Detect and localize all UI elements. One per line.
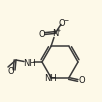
Text: NH: NH [45,74,57,83]
Text: NH: NH [23,59,35,68]
Text: O: O [39,30,45,39]
Text: +: + [57,28,61,33]
Text: −: − [63,17,69,22]
Text: N: N [52,29,59,38]
Text: O: O [59,19,65,28]
Text: O: O [8,68,14,76]
Text: O: O [79,76,85,85]
